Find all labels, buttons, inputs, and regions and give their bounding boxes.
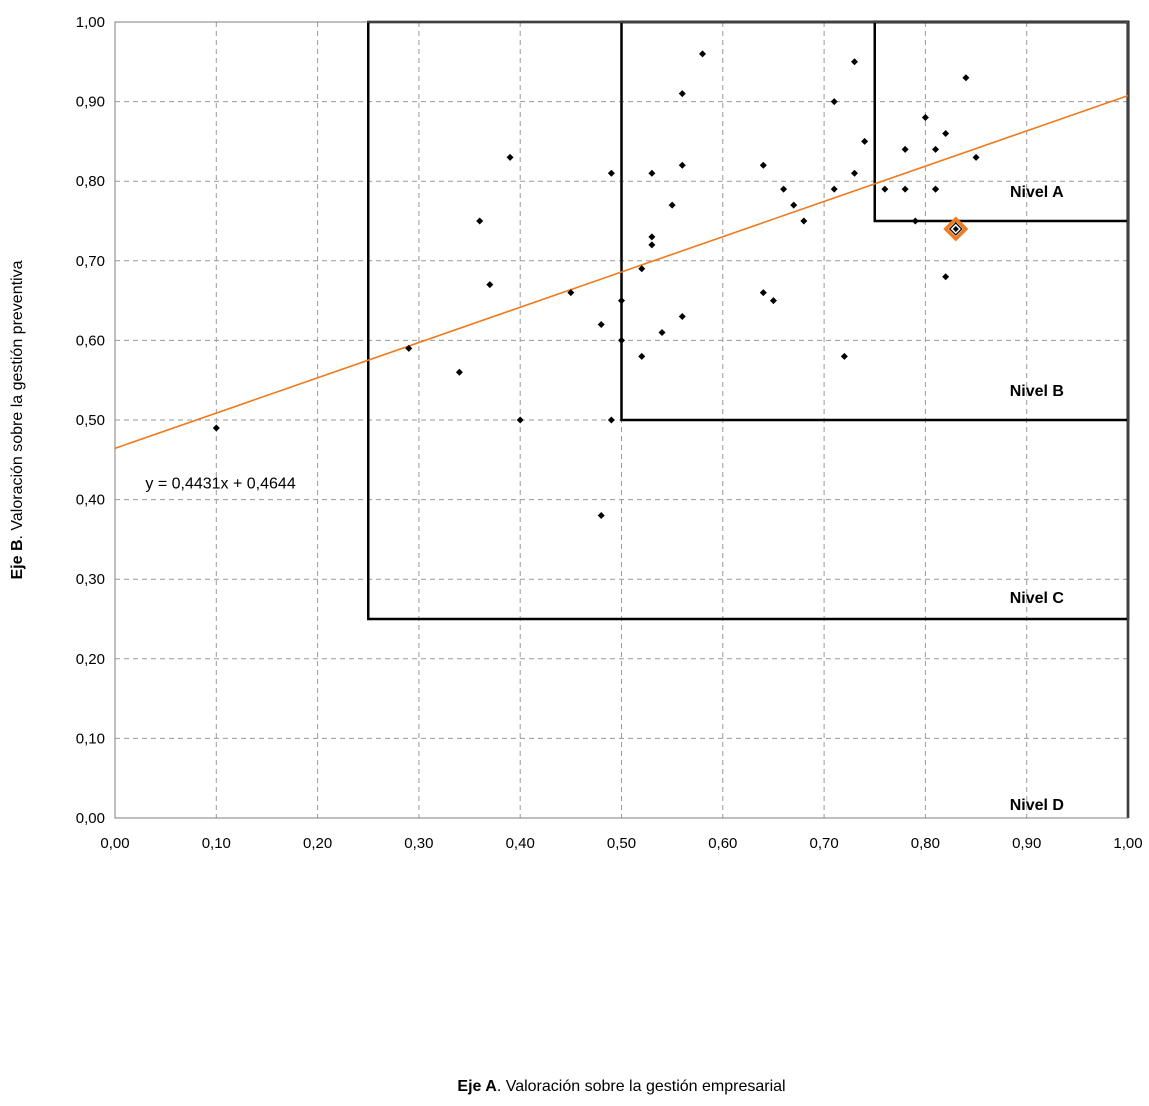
y-axis-title-rest: . Valoración sobre la gestión preventiva <box>9 260 26 539</box>
data-point <box>901 145 909 153</box>
data-point <box>648 241 656 249</box>
level-frames <box>367 20 1130 818</box>
data-point <box>759 161 767 169</box>
y-tick-label: 0,50 <box>76 412 105 429</box>
x-axis-title-bold: Eje A <box>457 1078 497 1095</box>
data-point <box>921 114 929 122</box>
x-axis-title: Eje A. Valoración sobre la gestión empre… <box>457 1078 785 1095</box>
data-point <box>405 344 413 352</box>
tick-labels: 0,00 0,10 0,20 0,30 0,40 0,50 0,60 0,70 0,80 0,90… <box>76 14 1143 852</box>
highlighted-point-center <box>952 225 959 232</box>
data-point <box>607 416 615 424</box>
trendline-group: y = 0,4431x + 0,4644 <box>114 94 1129 493</box>
y-tick-label: 0,70 <box>76 253 105 270</box>
data-point <box>901 185 909 193</box>
x-tick-label: 0,30 <box>404 835 433 852</box>
data-point <box>516 416 524 424</box>
data-point <box>881 185 889 193</box>
data-point <box>861 137 869 145</box>
x-tick-label: 0,60 <box>708 835 737 852</box>
y-tick-label: 0,30 <box>76 571 105 588</box>
data-point <box>780 185 788 193</box>
y-tick-label: 0,60 <box>76 332 105 349</box>
data-point <box>830 98 838 106</box>
data-point <box>699 50 707 58</box>
data-point <box>678 161 686 169</box>
data-point <box>942 273 950 281</box>
highlighted-point-outer <box>943 216 969 242</box>
y-tick-label: 0,90 <box>76 94 105 111</box>
data-point <box>618 297 625 305</box>
x-tick-label: 0,80 <box>911 835 940 852</box>
highlighted-point-inner <box>948 222 963 236</box>
data-points <box>212 50 980 520</box>
data-point <box>678 313 686 321</box>
data-point <box>840 352 848 360</box>
x-tick-label: 0,40 <box>506 835 535 852</box>
data-point <box>942 129 950 137</box>
level-label: Nivel C <box>1010 590 1065 607</box>
data-point <box>668 201 676 209</box>
data-point <box>962 74 970 82</box>
data-point <box>759 289 767 297</box>
x-tick-label: 0,90 <box>1012 835 1041 852</box>
y-tick-label: 1,00 <box>76 14 105 31</box>
x-tick-label: 0,20 <box>303 835 332 852</box>
y-axis-title-bold: Eje B <box>9 539 26 579</box>
data-point <box>658 328 666 336</box>
y-tick-label: 0,80 <box>76 173 105 190</box>
data-point <box>567 289 575 297</box>
x-tick-label: 0,50 <box>607 835 636 852</box>
x-tick-label: 0,70 <box>809 835 838 852</box>
data-point <box>800 217 808 225</box>
data-point <box>972 153 980 161</box>
y-axis-title: Eje B. Valoración sobre la gestión preve… <box>9 260 26 579</box>
x-axis-title-rest: . Valoración sobre la gestión empresaria… <box>497 1078 786 1095</box>
level-label: Nivel A <box>1010 184 1064 201</box>
data-point <box>638 265 646 273</box>
data-point <box>678 90 686 98</box>
y-tick-label: 0,40 <box>76 492 105 509</box>
plot-border <box>114 21 1129 819</box>
y-tick-label: 0,20 <box>76 651 105 668</box>
level-frame <box>873 20 1130 223</box>
level-label: Nivel B <box>1010 383 1064 400</box>
data-point <box>830 185 838 193</box>
y-tick-label: 0,10 <box>76 730 105 747</box>
data-point <box>790 201 798 209</box>
data-point <box>648 233 656 241</box>
data-point <box>932 185 940 193</box>
data-point <box>648 169 656 177</box>
x-tick-label: 0,00 <box>100 835 129 852</box>
data-point <box>769 297 777 305</box>
data-point <box>506 153 514 161</box>
data-point <box>597 512 605 520</box>
data-point <box>455 368 463 376</box>
data-point <box>486 281 494 289</box>
data-point <box>911 217 919 225</box>
y-tick-label: 0,00 <box>76 810 105 827</box>
data-point <box>212 424 220 432</box>
trendline <box>114 94 1129 450</box>
level-label: Nivel D <box>1010 797 1064 814</box>
data-point <box>597 320 605 328</box>
x-tick-label: 0,10 <box>202 835 231 852</box>
x-tick-label: 1,00 <box>1113 835 1142 852</box>
data-point <box>850 58 858 66</box>
data-point <box>476 217 484 225</box>
trendline-equation: y = 0,4431x + 0,4644 <box>145 476 295 493</box>
data-point <box>607 169 615 177</box>
data-point <box>932 145 940 153</box>
data-point <box>638 352 646 360</box>
data-point <box>850 169 858 177</box>
level-labels: Nivel A Nivel B Nivel C Nivel D <box>1010 184 1065 814</box>
data-point <box>618 336 625 344</box>
